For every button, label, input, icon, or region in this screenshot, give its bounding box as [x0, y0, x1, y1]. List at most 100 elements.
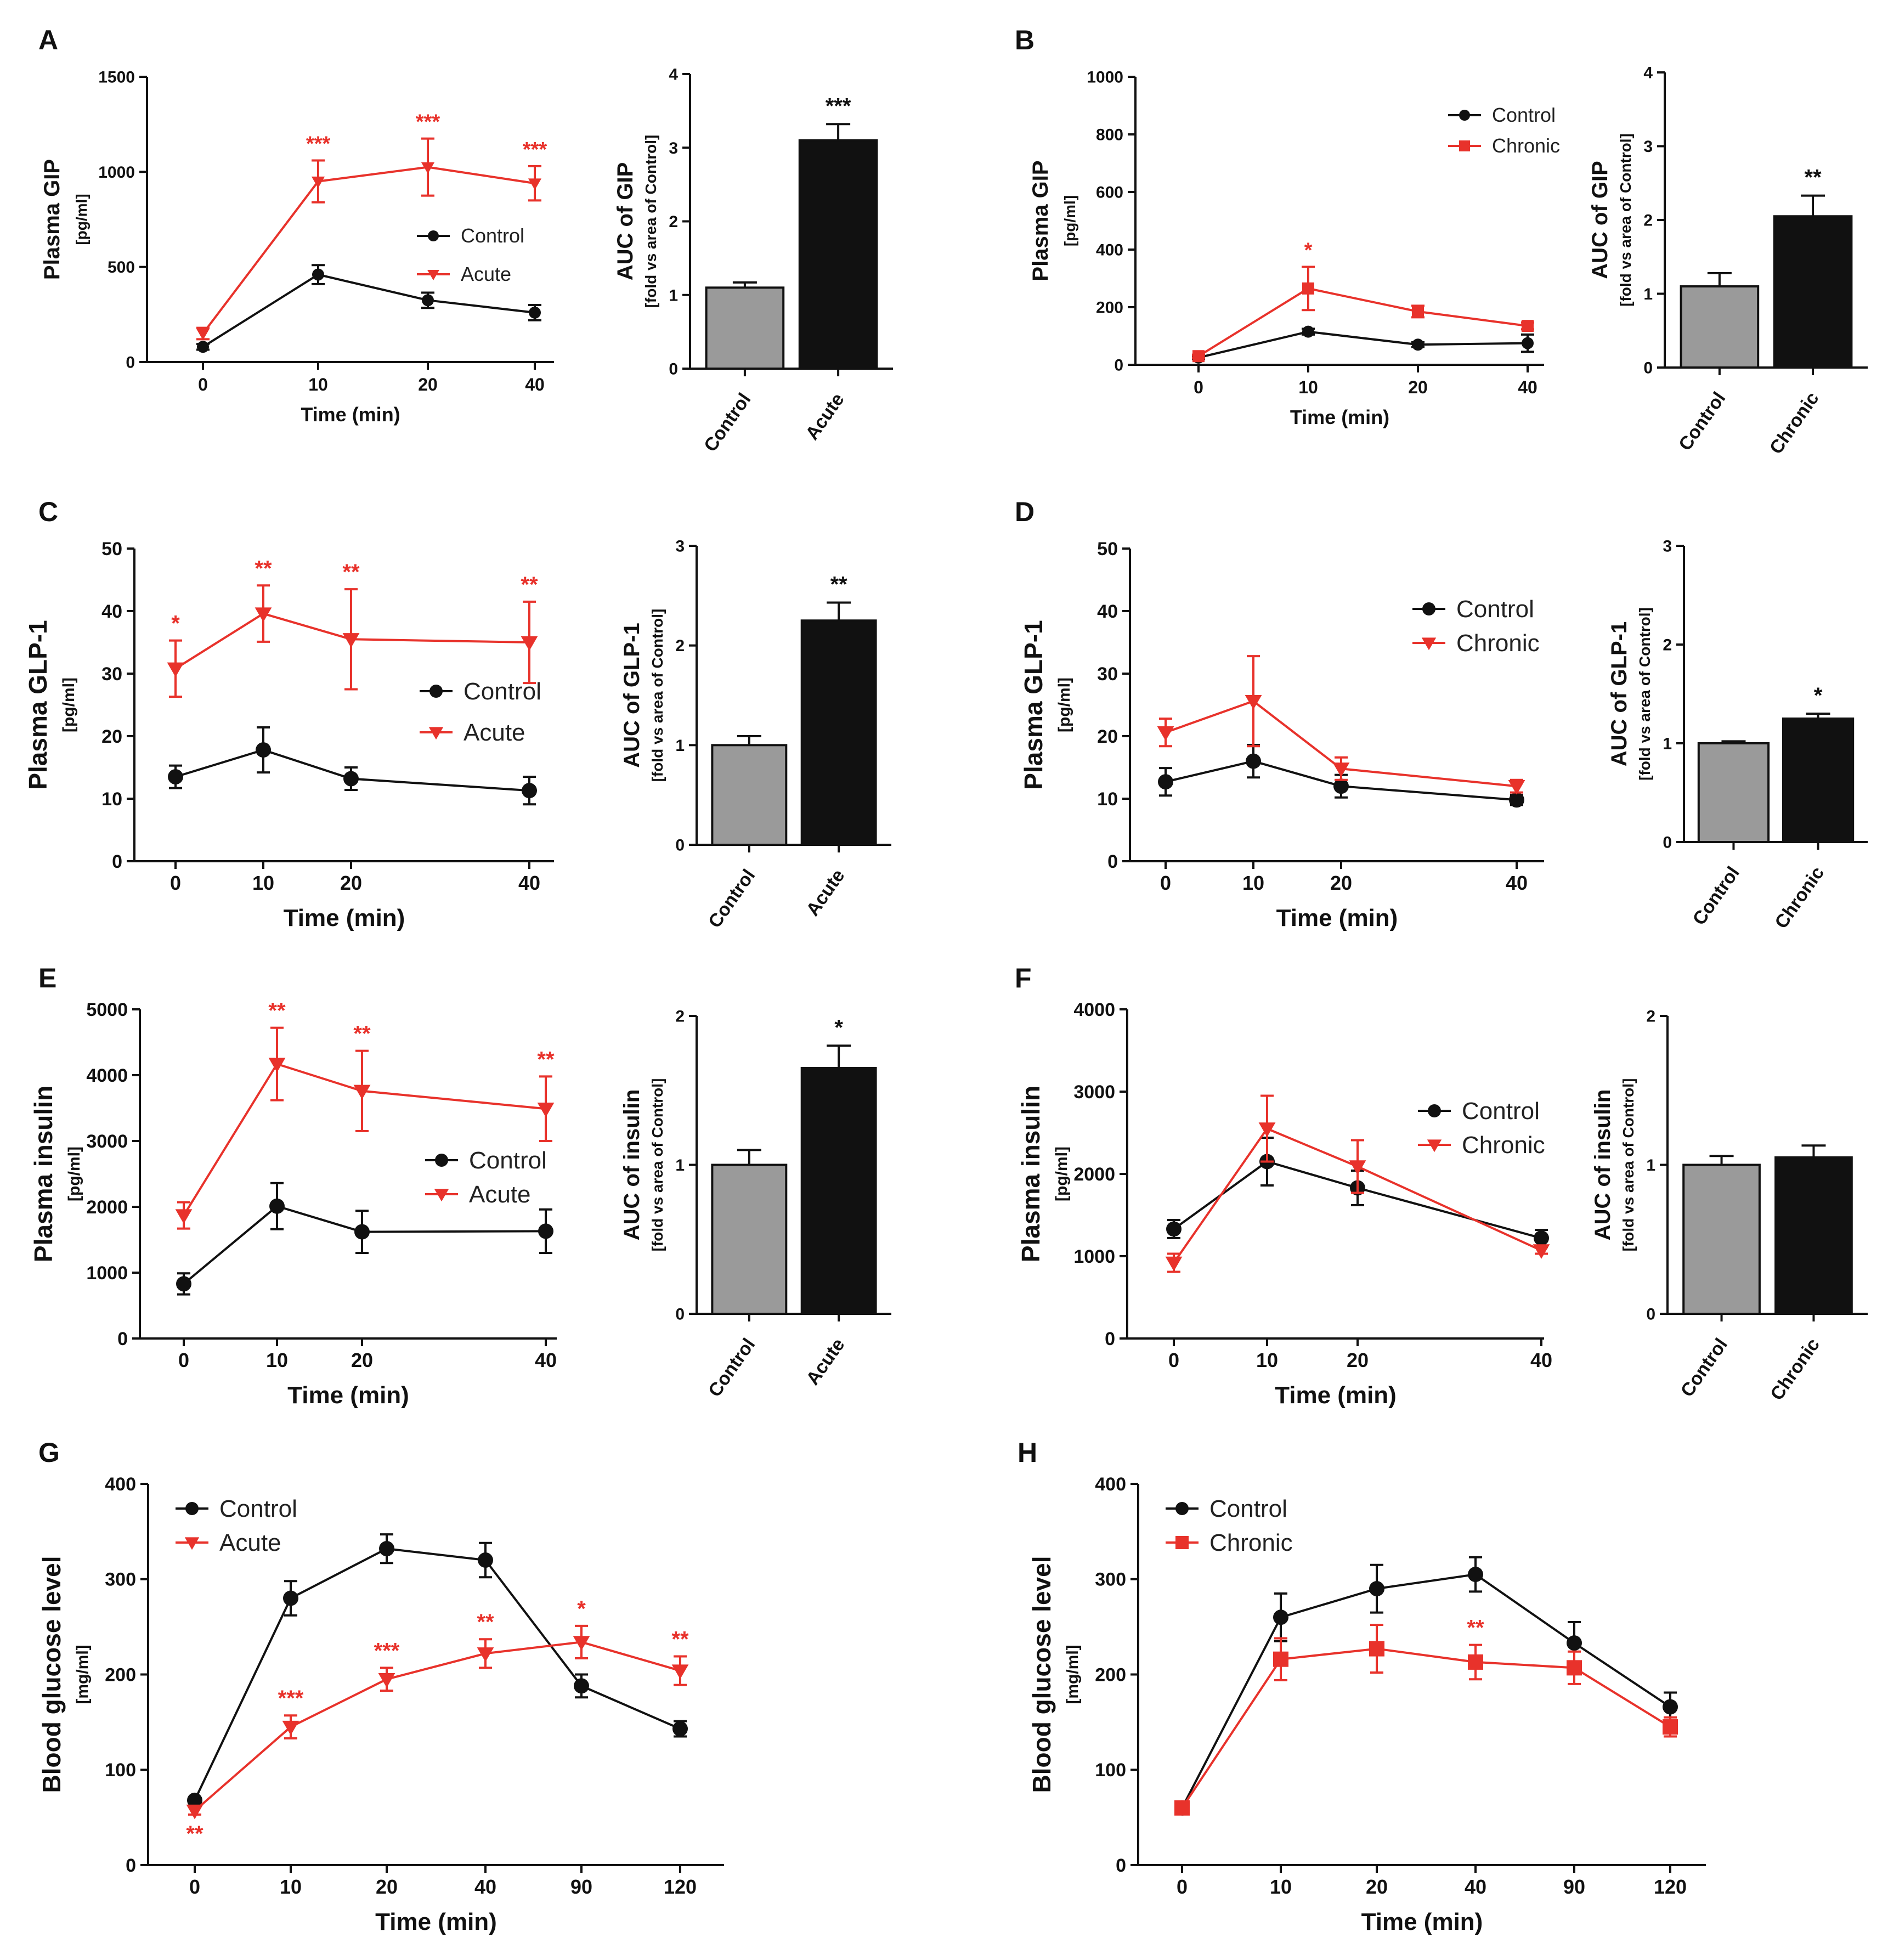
panel-letter: H	[1018, 1437, 1037, 1468]
data-point	[282, 1720, 299, 1736]
y-tick-label: 40	[101, 601, 122, 622]
legend-marker	[434, 1189, 449, 1202]
x-tick-label: Chronic	[1766, 388, 1823, 458]
x-tick-label: 0	[1168, 1349, 1179, 1371]
data-point	[1273, 1651, 1288, 1667]
data-point	[256, 742, 271, 758]
y-axis-unit: [fold vs area of Control]	[649, 609, 666, 782]
data-point	[186, 1804, 204, 1820]
x-tick-label: 20	[1330, 872, 1352, 894]
panel-B-bar: 0 1 2 3 4 Control Chronic ** AUC of GIP [fold vs …	[1588, 64, 1868, 458]
y-tick-label: 0	[1116, 1855, 1126, 1876]
significance-label: **	[830, 573, 848, 597]
legend-label: Chronic	[1462, 1132, 1545, 1159]
y-tick-label: 0	[1105, 1329, 1115, 1349]
y-tick-label: 200	[1095, 1664, 1126, 1685]
y-tick-label: 1500	[98, 69, 135, 87]
y-tick-label: 10	[1097, 789, 1118, 810]
y-tick-label: 30	[1097, 664, 1118, 685]
y-axis-title: AUC of GIP	[613, 162, 637, 281]
data-point	[1333, 778, 1349, 794]
data-point	[269, 1198, 285, 1214]
y-tick-label: 100	[1095, 1760, 1126, 1781]
panel-E-bar: 0 1 2 Control Acute * AUC of insulin [fold vs a…	[620, 1008, 891, 1401]
data-point	[342, 633, 360, 648]
y-axis-unit: [fold vs area of Control]	[1636, 607, 1653, 781]
y-axis-unit: [pg/ml]	[65, 1146, 83, 1201]
x-tick-label: Acute	[802, 1335, 849, 1389]
series-line	[183, 1205, 546, 1285]
legend-label: Chronic	[1492, 134, 1560, 157]
data-point	[312, 268, 324, 281]
series-control	[168, 726, 537, 806]
legend-label: Control	[1462, 1098, 1540, 1125]
panel-H-line: H 0 100 200 300 400 0 10 20 40 90 120 Time (min) Bloo…	[1018, 1437, 1706, 1935]
bar	[1774, 1156, 1853, 1315]
y-tick-label: 2000	[1073, 1164, 1115, 1185]
y-tick-label: 10	[101, 789, 122, 810]
x-tick-label: Control	[1675, 388, 1729, 455]
y-tick-label: 500	[108, 258, 135, 276]
data-point	[268, 1058, 286, 1072]
y-tick-label: 0	[1663, 834, 1672, 852]
x-tick-label: 40	[1506, 872, 1528, 894]
y-tick-label: 1000	[86, 1263, 128, 1284]
data-point	[421, 162, 435, 174]
bar	[705, 286, 785, 370]
y-tick-label: 20	[101, 726, 122, 747]
y-tick-label: 0	[126, 354, 135, 372]
data-point	[1509, 792, 1524, 808]
y-tick-label: 3	[1643, 138, 1653, 156]
x-tick-label: 20	[418, 375, 438, 394]
data-point	[521, 636, 538, 651]
y-axis-unit: [pg/ml]	[73, 194, 90, 245]
x-tick-label: 10	[280, 1876, 302, 1898]
x-tick-label: 0	[178, 1349, 189, 1371]
data-point	[1468, 1654, 1483, 1670]
data-point	[528, 178, 542, 190]
bar	[800, 619, 877, 846]
data-point	[1258, 1122, 1276, 1137]
y-tick-label: 2	[1663, 636, 1672, 654]
x-tick-label: 10	[308, 375, 328, 394]
data-point	[574, 1678, 589, 1694]
y-axis-unit: [fold vs area of Control]	[1620, 1078, 1637, 1252]
panel-B-line: B 0 200 400 600 800 1000 0 10 20 40 Time (min) Plasm…	[1015, 25, 1560, 428]
y-axis-title: Plasma insulin	[29, 1086, 58, 1262]
y-axis-title: Blood glucose level	[1027, 1556, 1056, 1793]
y-tick-label: 3	[669, 139, 678, 157]
x-tick-label: 40	[474, 1876, 496, 1898]
y-tick-label: 200	[105, 1664, 136, 1685]
legend-marker	[1175, 1536, 1189, 1549]
data-point	[1663, 1719, 1678, 1735]
data-point	[1273, 1609, 1288, 1625]
data-point	[311, 176, 325, 188]
panel-D-line: D 0 10 20 30 40 50 0 10 20 40 Time (min) Plasma GLP-…	[1015, 496, 1544, 931]
panel-F-bar: 0 1 2 Control Chronic AUC of insulin [fold vs …	[1591, 1008, 1868, 1404]
data-point	[1174, 1800, 1190, 1816]
data-point	[538, 1223, 553, 1239]
legend-marker	[429, 685, 443, 698]
legend-marker	[1175, 1502, 1189, 1515]
y-tick-label: 1000	[1073, 1246, 1115, 1267]
y-tick-label: 2	[675, 1008, 685, 1026]
x-tick-label: 90	[570, 1876, 592, 1898]
series-line	[1165, 760, 1517, 801]
legend-label: Acute	[461, 263, 511, 285]
y-tick-label: 0	[126, 1855, 136, 1876]
data-point	[537, 1103, 555, 1117]
y-axis-title: AUC of insulin	[1591, 1089, 1615, 1241]
data-point	[1522, 337, 1534, 349]
y-axis-title: Plasma GLP-1	[1019, 620, 1048, 789]
bar	[798, 139, 878, 370]
legend-marker	[184, 1537, 200, 1550]
legend-label: Acute	[463, 719, 525, 746]
panel-letter: A	[38, 25, 58, 55]
y-axis-title: Plasma GIP	[40, 159, 64, 280]
y-tick-label: 0	[1107, 851, 1118, 872]
panel-letter: C	[38, 496, 58, 527]
y-tick-label: 1	[1663, 735, 1672, 753]
y-tick-label: 1	[1643, 285, 1653, 303]
data-point	[1245, 694, 1262, 710]
x-tick-label: 0	[1194, 377, 1203, 397]
